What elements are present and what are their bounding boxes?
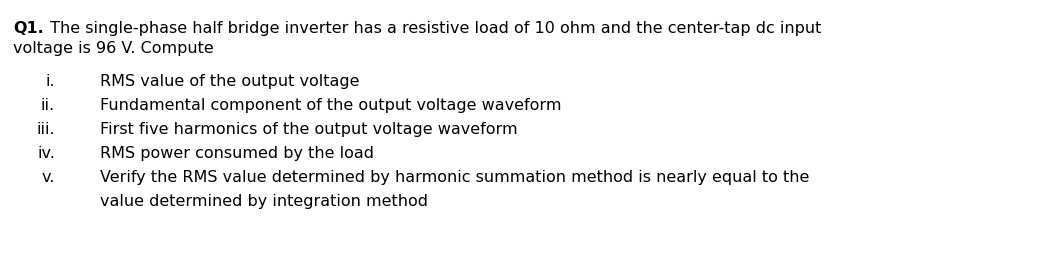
Text: ii.: ii. [41,98,55,113]
Text: v.: v. [42,170,55,185]
Text: Q1.: Q1. [13,21,44,36]
Text: The single-phase half bridge inverter has a resistive load of 10 ohm and the cen: The single-phase half bridge inverter ha… [45,21,822,36]
Text: value determined by integration method: value determined by integration method [100,194,428,209]
Text: RMS value of the output voltage: RMS value of the output voltage [100,74,359,89]
Text: iii.: iii. [37,122,55,137]
Text: First five harmonics of the output voltage waveform: First five harmonics of the output volta… [100,122,518,137]
Text: voltage is 96 V. Compute: voltage is 96 V. Compute [13,41,213,56]
Text: iv.: iv. [37,146,55,161]
Text: Verify the RMS value determined by harmonic summation method is nearly equal to : Verify the RMS value determined by harmo… [100,170,809,185]
Text: i.: i. [45,74,55,89]
Text: RMS power consumed by the load: RMS power consumed by the load [100,146,374,161]
Text: Fundamental component of the output voltage waveform: Fundamental component of the output volt… [100,98,561,113]
